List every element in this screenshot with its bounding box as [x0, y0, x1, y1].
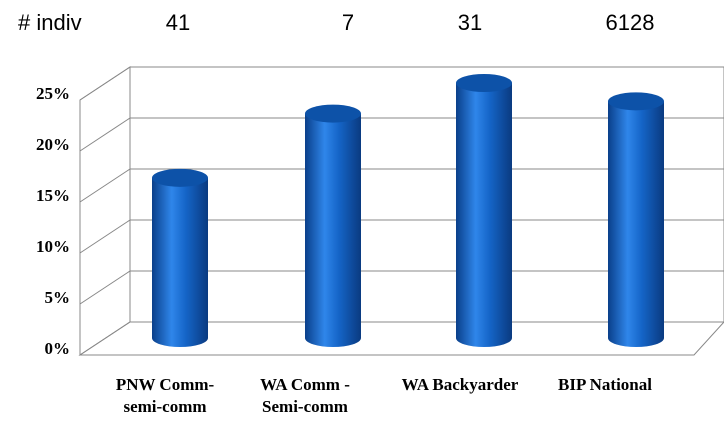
bar-cap — [152, 168, 208, 187]
y-tick-label: 25% — [36, 84, 70, 103]
count-label: 6128 — [606, 10, 655, 35]
bar-cap — [456, 74, 512, 92]
x-tick-label: WA Comm - Semi-comm — [260, 375, 350, 416]
bar — [152, 168, 208, 347]
bar-body — [608, 101, 664, 347]
y-tick-label: 10% — [36, 237, 70, 256]
count-label: 7 — [342, 10, 354, 35]
bar-body — [456, 83, 512, 347]
grid-line — [79, 219, 724, 254]
bar-cap — [608, 92, 664, 111]
grid-line — [79, 117, 724, 152]
counts-label: # indiv — [18, 10, 82, 35]
x-tick-label: WA Backyarder — [401, 375, 519, 394]
bar-body — [305, 113, 361, 347]
grid-line — [79, 66, 724, 101]
y-tick-label: 15% — [36, 186, 70, 205]
bar — [608, 92, 664, 347]
bar-body — [152, 177, 208, 347]
grid-line — [79, 168, 724, 203]
x-tick-label: PNW Comm-semi-comm — [115, 375, 215, 416]
bar — [456, 74, 512, 347]
x-tick-label: BIP National — [558, 375, 652, 394]
bar-cap — [305, 104, 361, 123]
y-tick-label: 0% — [45, 339, 71, 358]
grid-line — [79, 270, 724, 305]
side-wall — [79, 66, 131, 356]
grid-line — [79, 321, 724, 356]
y-tick-label: 20% — [36, 135, 70, 154]
bar — [305, 104, 361, 347]
count-label: 41 — [166, 10, 190, 35]
count-label: 31 — [458, 10, 482, 35]
y-tick-label: 5% — [45, 288, 71, 307]
